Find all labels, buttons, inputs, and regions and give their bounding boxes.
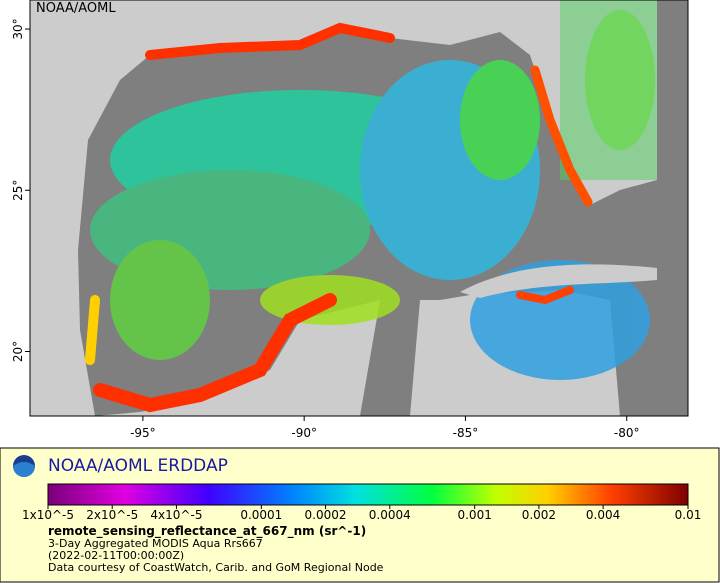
axes: -95° -90° -85° -80° 20° 25° 30° xyxy=(11,18,640,440)
y-tick-label: 25° xyxy=(11,180,25,201)
x-tick-label: -90° xyxy=(291,426,317,440)
colorbar-tick-label: 0.01 xyxy=(675,508,702,522)
colorbar-tick-label: 0.0004 xyxy=(369,508,411,522)
x-tick-label: -80° xyxy=(614,426,640,440)
coastal-high-reflectance xyxy=(85,22,593,413)
variable-name: remote_sensing_reflectance_at_667_nm (sr… xyxy=(48,524,366,539)
y-tick-label: 30° xyxy=(11,18,25,39)
x-tick-label: -95° xyxy=(130,426,156,440)
colorbar-tick-label: 0.004 xyxy=(586,508,620,522)
legend-line: 3-Day Aggregated MODIS Aqua Rrs667 xyxy=(48,537,263,550)
cuba xyxy=(460,264,657,298)
colorbar-tick-label: 1x10^-5 xyxy=(22,508,74,522)
legend-panel xyxy=(0,447,720,583)
colorbar-tick-label: 0.001 xyxy=(457,508,491,522)
colorbar-tick-label: 0.002 xyxy=(522,508,556,522)
legend-title: NOAA/AOML ERDDAP xyxy=(48,456,228,476)
legend-line: (2022-02-11T00:00:00Z) xyxy=(48,549,184,562)
map-attribution: NOAA/AOML xyxy=(36,1,116,16)
y-tick-label: 20° xyxy=(11,341,25,362)
colorbar-tick-label: 4x10^-5 xyxy=(150,508,202,522)
legend-line: Data courtesy of CoastWatch, Carib. and … xyxy=(48,561,384,574)
no-data-strip xyxy=(657,0,688,416)
chlorophyll-field xyxy=(90,0,657,380)
noaa-logo-wave xyxy=(13,462,35,477)
colorbar-axis: 1x10^-5 2x10^-5 4x10^-5 0.0001 0.0002 0.0004 0… xyxy=(22,505,701,522)
colorbar-tick-label: 2x10^-5 xyxy=(86,508,138,522)
colorbar-tick-label: 0.0002 xyxy=(305,508,347,522)
colorbar xyxy=(47,483,689,506)
map-area xyxy=(30,0,688,416)
map-frame xyxy=(29,0,689,417)
colorbar-tick-label: 0.0001 xyxy=(240,508,282,522)
x-tick-label: -85° xyxy=(453,426,479,440)
